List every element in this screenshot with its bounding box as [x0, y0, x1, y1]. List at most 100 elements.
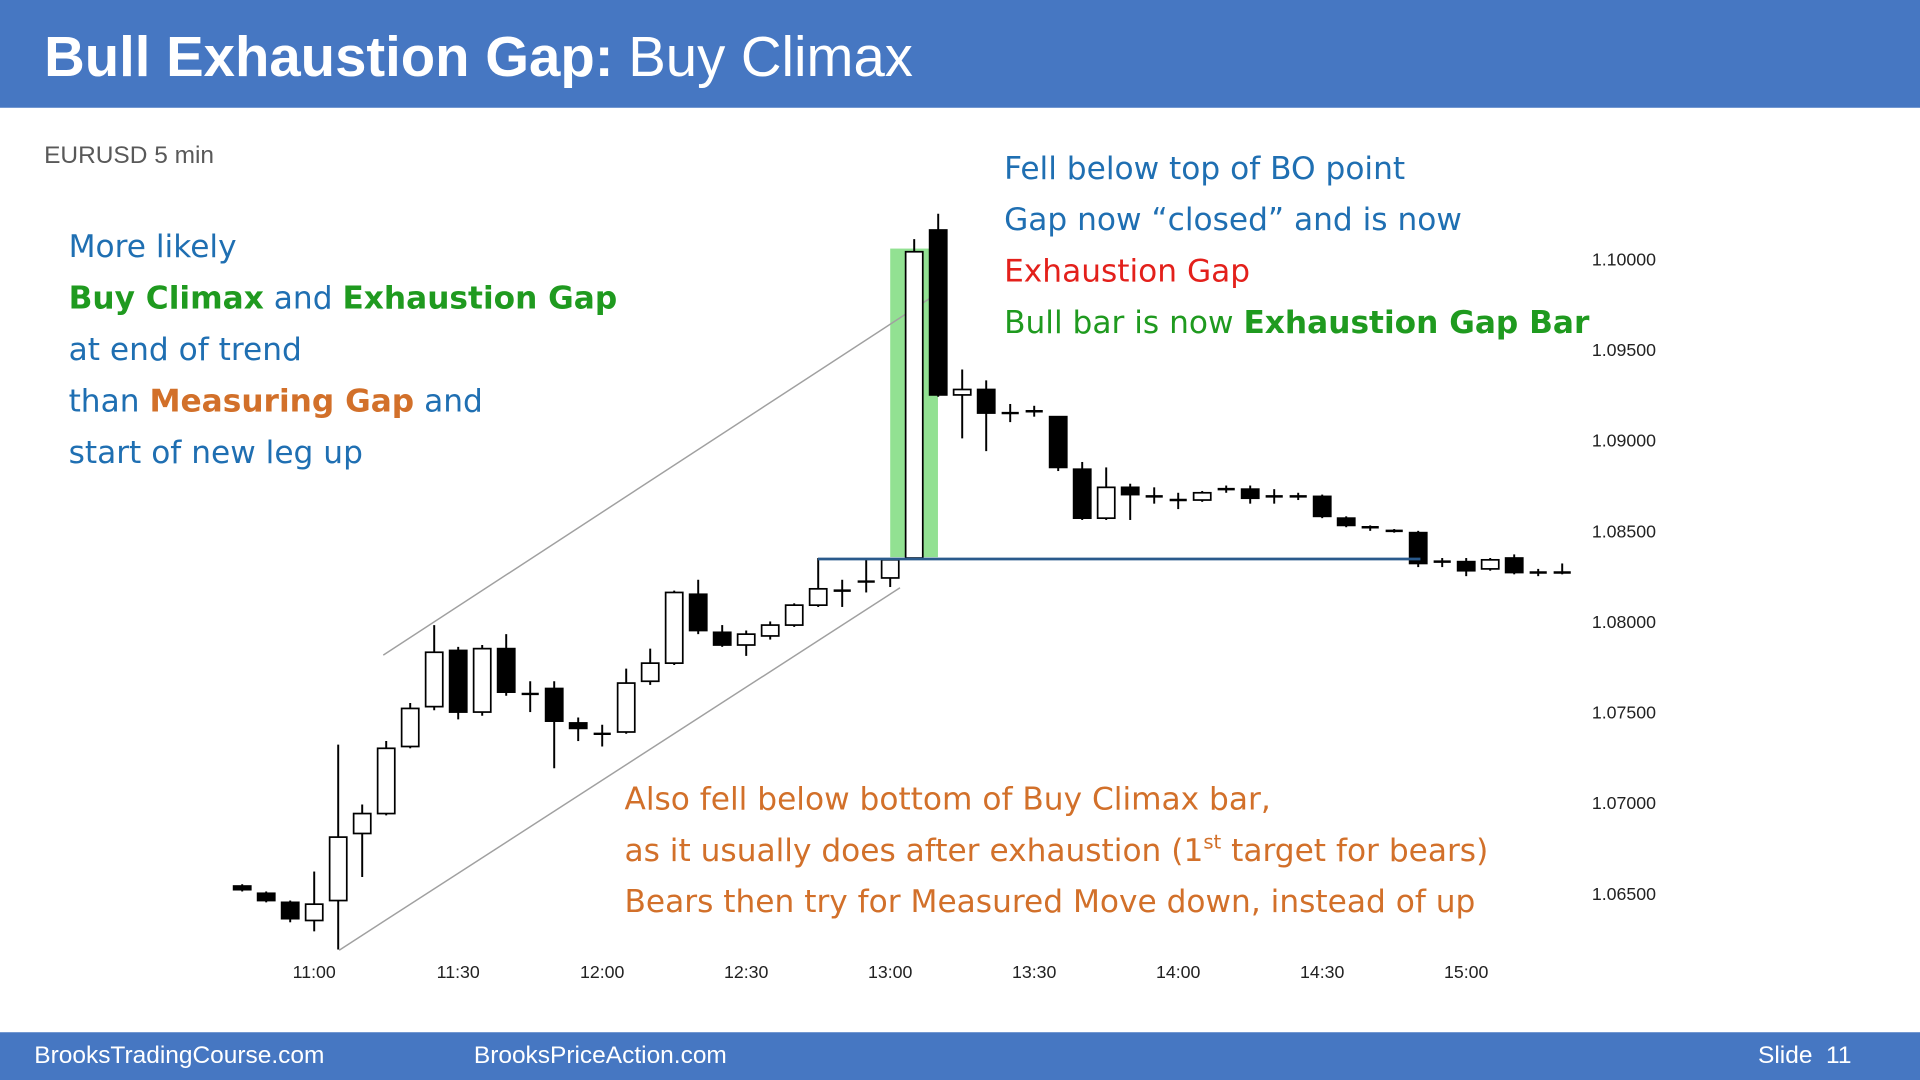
candle-body — [1072, 468, 1092, 520]
candle-body — [880, 558, 900, 579]
x-tick-label: 11:00 — [293, 962, 336, 982]
candle-body — [1456, 560, 1476, 572]
top-right-annotation: Fell below top of BO point Gap now “clos… — [1004, 151, 1590, 341]
candle-body — [448, 649, 468, 713]
candle-body — [568, 722, 588, 730]
note-text: Gap now “closed” and is now — [1004, 202, 1462, 238]
candle-body — [784, 604, 804, 626]
note-line: Buy Climax and Exhaustion Gap — [69, 281, 618, 317]
candle-body — [328, 836, 348, 902]
candle-body — [1312, 495, 1332, 518]
note-line: as it usually does after exhaustion (1st… — [624, 831, 1488, 869]
y-tick-label: 1.08000 — [1592, 612, 1656, 632]
candle-body — [616, 682, 636, 733]
candle-body — [664, 591, 684, 664]
candle-body — [1120, 486, 1140, 496]
candle-body — [496, 647, 516, 693]
slide-title: Bull Exhaustion Gap: Buy Climax — [44, 25, 913, 88]
footer-bar — [0, 1032, 1920, 1080]
channel-line — [382, 293, 938, 656]
y-tick-label: 1.07000 — [1592, 793, 1656, 813]
candle-body — [712, 631, 732, 646]
x-tick-label: 13:00 — [868, 962, 913, 982]
x-tick-label: 14:30 — [1300, 962, 1345, 982]
channel-line — [338, 587, 901, 951]
note-text: and — [264, 281, 343, 317]
note-text: and — [414, 383, 483, 419]
candle-body — [256, 892, 276, 902]
candle-body — [928, 229, 948, 396]
note-text: Measuring Gap — [149, 383, 414, 419]
note-text: Bears then try for Measured Move down, i… — [624, 884, 1475, 920]
note-text: Exhaustion Gap Bar — [1243, 305, 1589, 341]
note-line: than Measuring Gap and — [69, 383, 483, 419]
y-tick-label: 1.09000 — [1592, 431, 1656, 451]
note-text: More likely — [69, 229, 237, 265]
note-text: Buy Climax — [69, 281, 264, 317]
bottom-annotation: Also fell below bottom of Buy Climax bar… — [624, 781, 1488, 920]
note-line: Gap now “closed” and is now — [1004, 202, 1462, 238]
note-text: Fell below top of BO point — [1004, 151, 1405, 187]
candle-body — [400, 707, 420, 748]
note-text: Exhaustion Gap — [1004, 254, 1250, 290]
candle-body — [424, 651, 444, 708]
candle-body — [688, 593, 708, 632]
note-superscript: st — [1203, 831, 1221, 854]
candle-body — [1048, 415, 1068, 469]
note-text: Exhaustion Gap — [342, 281, 617, 317]
note-line: Bull bar is now Exhaustion Gap Bar — [1004, 305, 1590, 341]
y-tick-label: 1.06500 — [1592, 884, 1656, 904]
note-text: target for bears) — [1221, 833, 1488, 869]
candle-body — [352, 812, 372, 835]
note-line: Fell below top of BO point — [1004, 151, 1405, 187]
slide-number: Slide 11 — [1758, 1042, 1851, 1069]
candle-body — [376, 747, 396, 815]
candle-body — [1192, 491, 1212, 501]
note-text: than — [69, 383, 150, 419]
note-text: at end of trend — [69, 332, 302, 368]
footer-left: BrooksTradingCourse.com — [34, 1042, 324, 1069]
note-text: as it usually does after exhaustion (1 — [624, 833, 1203, 869]
x-tick-label: 13:30 — [1012, 962, 1057, 982]
chart-subtitle: EURUSD 5 min — [44, 142, 214, 169]
note-line: at end of trend — [69, 332, 302, 368]
y-tick-label: 1.10000 — [1592, 250, 1656, 270]
x-tick-label: 11:30 — [437, 962, 480, 982]
footer-center: BrooksPriceAction.com — [474, 1042, 727, 1069]
candle-body — [472, 647, 492, 713]
x-tick-label: 12:30 — [724, 962, 769, 982]
y-tick-label: 1.09500 — [1592, 340, 1656, 360]
candle-body — [544, 687, 564, 722]
candle-body — [1336, 517, 1356, 527]
note-line: start of new leg up — [69, 435, 363, 471]
candle-body — [1408, 531, 1428, 565]
candle-body — [904, 250, 924, 559]
candle-body — [1504, 557, 1524, 574]
candle-body — [808, 587, 828, 607]
header-bar — [0, 0, 1920, 108]
note-text: Also fell below bottom of Buy Climax bar… — [624, 781, 1270, 817]
candle-body — [304, 903, 324, 922]
candle-body — [736, 633, 756, 646]
plot: 1.06500 1.07000 1.07500 1.08000 1.08500 1.090… — [232, 213, 1656, 982]
note-line: More likely — [69, 229, 237, 265]
note-text: Bull bar is now — [1004, 305, 1243, 341]
x-tick-label: 14:00 — [1156, 962, 1201, 982]
note-line: Exhaustion Gap — [1004, 254, 1250, 290]
candle-body — [952, 388, 972, 396]
left-annotation: More likely Buy Climax and Exhaustion Ga… — [69, 229, 618, 471]
y-tick-label: 1.08500 — [1592, 521, 1656, 541]
y-tick-label: 1.07500 — [1592, 703, 1656, 723]
x-tick-label: 12:00 — [580, 962, 625, 982]
candle-body — [640, 662, 660, 683]
note-text: start of new leg up — [69, 435, 363, 471]
candle-body — [1480, 558, 1500, 570]
title-rest: Buy Climax — [628, 25, 913, 88]
candle-body — [976, 388, 996, 414]
candle-body — [760, 624, 780, 637]
candle-body — [232, 885, 252, 891]
candle-body — [1240, 488, 1260, 500]
